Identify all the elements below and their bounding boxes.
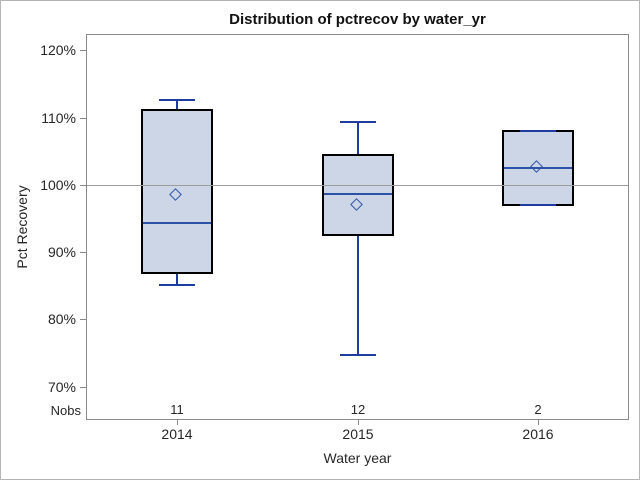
box-whisker-cap-bottom bbox=[159, 284, 195, 286]
reference-line bbox=[87, 185, 628, 186]
x-tick-mark bbox=[538, 420, 539, 425]
y-tick-mark bbox=[80, 50, 86, 51]
box-whisker-stem bbox=[357, 122, 359, 355]
nobs-value: 2 bbox=[534, 402, 542, 417]
y-tick-mark bbox=[80, 252, 86, 253]
nobs-value: 11 bbox=[170, 402, 184, 417]
box-median-line bbox=[504, 167, 572, 169]
y-tick-mark bbox=[80, 118, 86, 119]
x-tick-label: 2016 bbox=[522, 426, 554, 442]
box-whisker-cap-top bbox=[520, 130, 556, 132]
box-whisker-cap-top bbox=[340, 121, 376, 123]
y-tick-mark bbox=[80, 319, 86, 320]
box-body bbox=[141, 109, 213, 274]
x-tick-label: 2015 bbox=[342, 426, 374, 442]
y-tick-label: 80% bbox=[47, 311, 76, 327]
box-median-line bbox=[143, 222, 211, 224]
y-tick-mark bbox=[80, 387, 86, 388]
x-tick-mark bbox=[177, 420, 178, 425]
y-tick-label: 70% bbox=[47, 379, 76, 395]
box-median-line bbox=[324, 193, 392, 195]
box-whisker-cap-bottom bbox=[340, 354, 376, 356]
box-whisker-cap-top bbox=[159, 99, 195, 101]
nobs-value: 12 bbox=[350, 402, 366, 417]
box-whisker-cap-bottom bbox=[520, 204, 556, 206]
y-tick-mark bbox=[80, 185, 86, 186]
x-tick-mark bbox=[358, 420, 359, 425]
box-body bbox=[322, 154, 394, 236]
y-tick-label: 110% bbox=[41, 110, 76, 126]
y-tick-label: 120% bbox=[40, 42, 76, 58]
x-axis-title: Water year bbox=[323, 450, 392, 466]
x-tick-label: 2014 bbox=[161, 426, 193, 442]
y-tick-label: 90% bbox=[47, 244, 76, 260]
y-tick-label: 100% bbox=[40, 177, 76, 193]
chart-title: Distribution of pctrecov by water_yr bbox=[229, 11, 486, 28]
nobs-row-label: Nobs bbox=[50, 403, 81, 418]
plot-area bbox=[86, 34, 629, 420]
